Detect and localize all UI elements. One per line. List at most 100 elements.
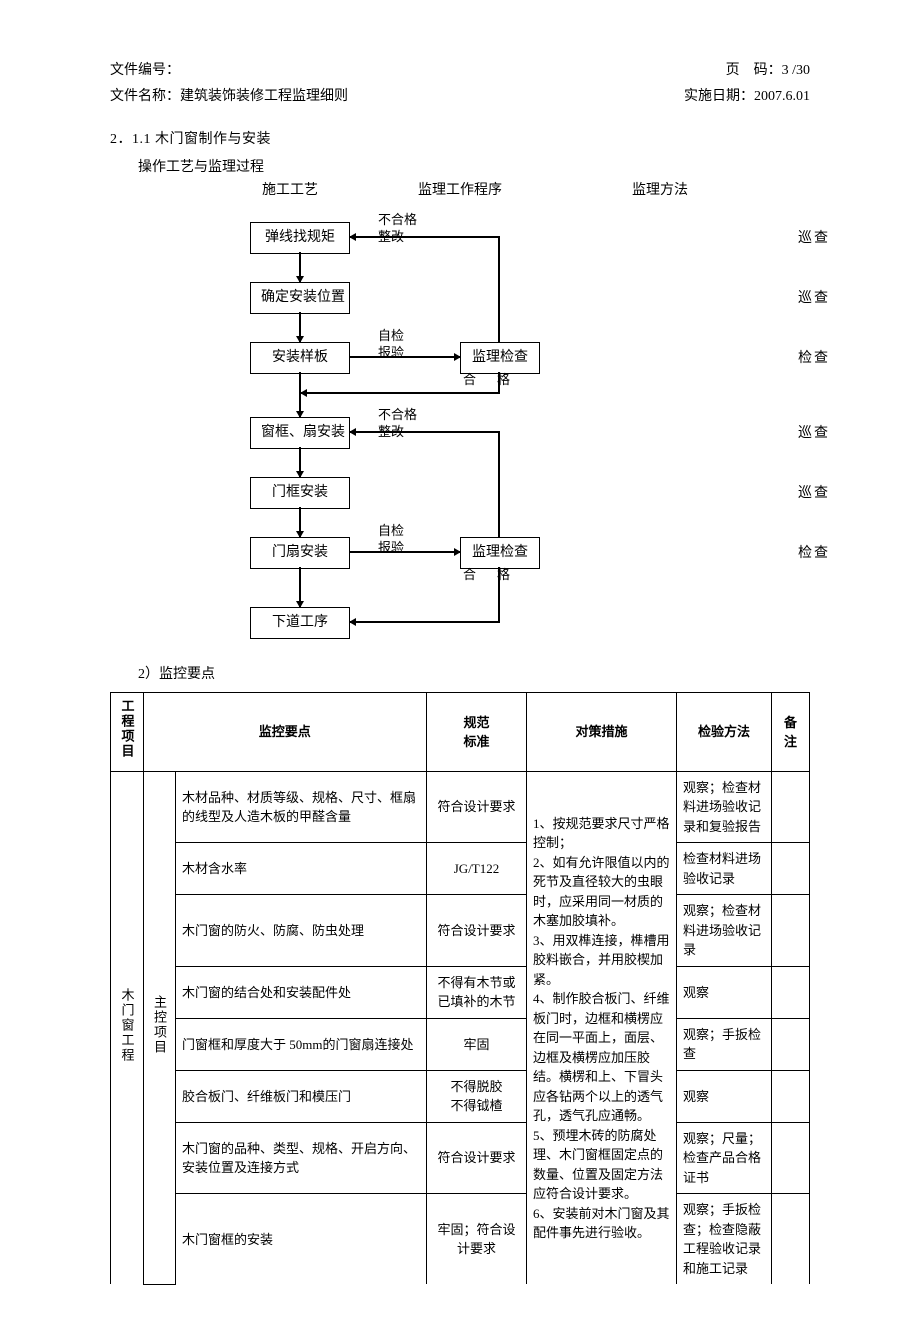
doc-name: 建筑装饰装修工程监理细则 [180,89,348,104]
line-check2-up [498,431,500,537]
cell-note [772,1018,810,1070]
text-pass-1: 合 格 [463,372,514,389]
arrow-5-6 [299,507,301,537]
points-title: 2）监控要点 [110,664,810,686]
header-line-1: 文件编号： 页 码：3 /30 [110,60,810,82]
cell-point: 木门窗框的安装 [176,1194,427,1285]
table-header-row: 工程项目 监控要点 规范 标准 对策措施 检验方法 备注 [111,693,810,772]
section-sub: 操作工艺与监理过程 [110,157,810,179]
method-1: 巡查 [730,228,830,250]
text-pass-2: 合 格 [463,567,514,584]
method-3: 检查 [730,348,830,370]
arrow-check2-pass [350,621,500,623]
box-step2: 确定安装位置 [250,282,350,314]
cell-point: 木门窗的防火、防腐、防虫处理 [176,895,427,967]
arrow-4-5 [299,447,301,477]
cell-note [772,1194,810,1285]
flow-column-labels: 施工工艺 监理工作程序 监理方法 [170,180,810,202]
cell-point: 木材品种、材质等级、规格、尺寸、框扇的线型及人造木板的甲醛含量 [176,771,427,843]
table-row: 木门窗的防火、防腐、防虫处理 符合设计要求 观察；检查材料进场验收记录 [111,895,810,967]
cell-project: 木门窗工程 [117,988,137,1063]
th-note: 备注 [772,693,810,772]
arrow-3-check1 [350,356,460,358]
table-row: 木门窗框的安装 牢固；符合设计要求 观察；手扳检查；检查隐蔽工程验收记录和施工记… [111,1194,810,1285]
th-measure: 对策措施 [527,693,677,772]
doc-name-label: 文件名称： [110,89,180,104]
page-value: 3 /30 [782,63,810,78]
text-self-2: 自检 报验 [378,523,404,557]
method-5: 巡查 [730,483,830,505]
page-label: 页 码： [726,63,782,78]
cell-method: 观察；手扳检查 [677,1018,772,1070]
cell-method: 观察 [677,1070,772,1122]
cell-std: 符合设计要求 [427,1122,527,1194]
cell-note [772,1122,810,1194]
cell-std: 牢固 [427,1018,527,1070]
arrow-fail-mid [350,431,500,433]
cell-method: 观察；尺量；检查产品合格证书 [677,1122,772,1194]
cell-note [772,771,810,843]
cell-method: 观察；检查材料进场验收记录 [677,895,772,967]
method-4: 巡查 [730,423,830,445]
doc-no-label: 文件编号： [110,63,180,78]
flowchart: 弹线找规矩 确定安装位置 安装样板 窗框、扇安装 门框安装 门扇安装 下道工序 … [110,212,810,652]
box-check2: 监理检查 [460,537,540,569]
cell-point: 门窗框和厚度大于 50mm的门窗扇连接处 [176,1018,427,1070]
arrow-fail-top [350,236,500,238]
section-number: 2．1.1 木门窗制作与安装 [110,129,810,151]
cell-note [772,1070,810,1122]
box-step5: 门框安装 [250,477,350,509]
cell-std: JG/T122 [427,843,527,895]
method-6: 检查 [730,543,830,565]
col-label-supervision: 监理工作程序 [380,180,540,202]
cell-point: 胶合板门、纤维板门和模压门 [176,1070,427,1122]
box-step3: 安装样板 [250,342,350,374]
th-point: 监控要点 [143,693,427,772]
col-label-method: 监理方法 [600,180,720,202]
box-step6: 门扇安装 [250,537,350,569]
table-row: 木门窗的结合处和安装配件处 不得有木节或已填补的木节 观察 [111,966,810,1018]
date-label: 实施日期： [684,89,754,104]
arrow-1-2 [299,252,301,282]
table-row: 木门窗的品种、类型、规格、开启方向、安装位置及连接方式 符合设计要求 观察；尺量… [111,1122,810,1194]
table-row: 木门窗工程 主控项目 木材品种、材质等级、规格、尺寸、框扇的线型及人造木板的甲醛… [111,771,810,843]
table-row: 木材含水率 JG/T122 检查材料进场验收记录 [111,843,810,895]
monitoring-table: 工程项目 监控要点 规范 标准 对策措施 检验方法 备注 木门窗工程 主控项目 … [110,692,810,1285]
cell-std: 不得有木节或已填补的木节 [427,966,527,1018]
arrow-2-3 [299,312,301,342]
box-step7: 下道工序 [250,607,350,639]
arrow-check1-pass [301,392,500,394]
col-label-process: 施工工艺 [200,180,380,202]
line-check1-up [498,236,500,342]
cell-note [772,966,810,1018]
box-check1: 监理检查 [460,342,540,374]
cell-method: 观察 [677,966,772,1018]
cell-point: 木门窗的品种、类型、规格、开启方向、安装位置及连接方式 [176,1122,427,1194]
cell-note [772,895,810,967]
date-value: 2007.6.01 [754,89,810,104]
box-step1: 弹线找规矩 [250,222,350,254]
arrow-6-7 [299,567,301,607]
method-2: 巡查 [730,288,830,310]
cell-std: 符合设计要求 [427,895,527,967]
th-standard: 规范 标准 [427,693,527,772]
text-self-1: 自检 报验 [378,328,404,362]
box-step4: 窗框、扇安装 [250,417,350,449]
cell-method: 观察；检查材料进场验收记录和复验报告 [677,771,772,843]
table-row: 门窗框和厚度大于 50mm的门窗扇连接处 牢固 观察；手扳检查 [111,1018,810,1070]
cell-measures: 1、按规范要求尺寸严格控制； 2、如有允许限值以内的死节及直径较大的虫眼时，应采… [527,771,677,1284]
arrow-6-check2 [350,551,460,553]
header-line-2: 文件名称：建筑装饰装修工程监理细则 实施日期：2007.6.01 [110,86,810,108]
cell-category: 主控项目 [150,995,170,1055]
cell-std: 牢固；符合设计要求 [427,1194,527,1285]
text-fail-1: 不合格 整改 [378,212,417,246]
cell-note [772,843,810,895]
cell-std: 不得脱胶 不得钺楂 [427,1070,527,1122]
cell-point: 木材含水率 [176,843,427,895]
table-row: 胶合板门、纤维板门和模压门 不得脱胶 不得钺楂 观察 [111,1070,810,1122]
cell-std: 符合设计要求 [427,771,527,843]
cell-method: 观察；手扳检查；检查隐蔽工程验收记录和施工记录 [677,1194,772,1285]
th-method: 检验方法 [677,693,772,772]
text-fail-2: 不合格 整改 [378,407,417,441]
th-project: 工程项目 [117,699,137,759]
